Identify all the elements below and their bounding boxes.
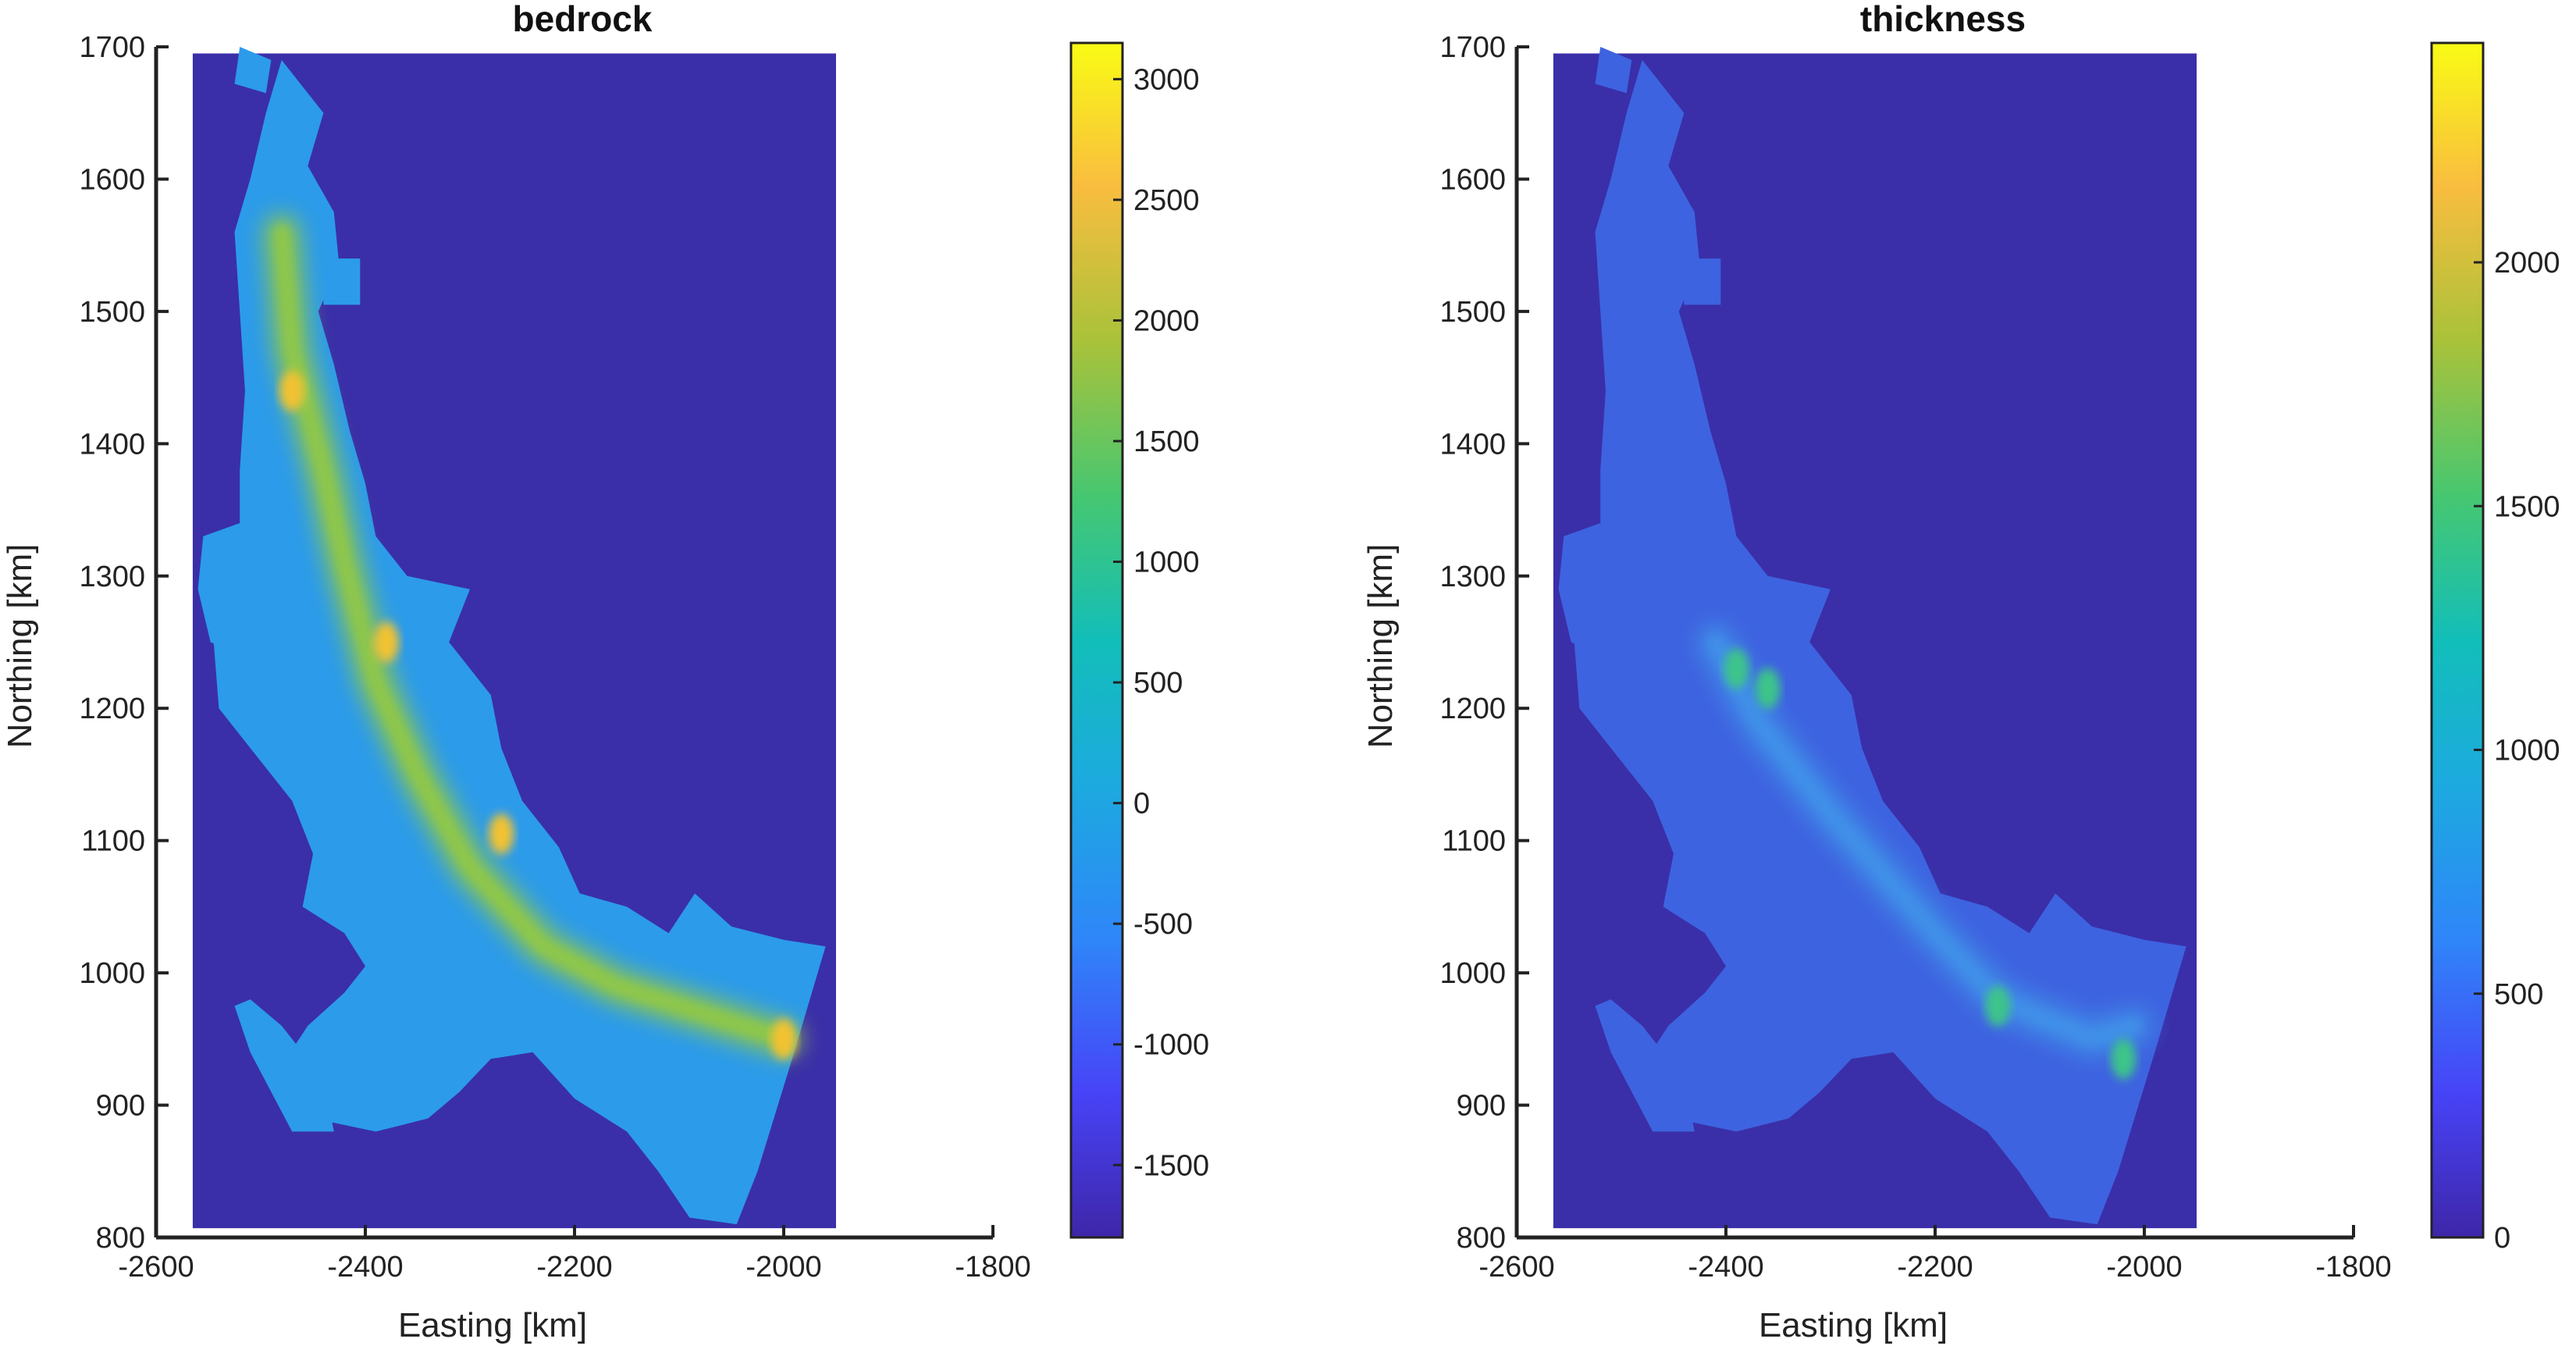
y-tick-label: 1600	[1439, 163, 1506, 196]
colorbar-gradient	[2430, 41, 2485, 1239]
colorbar-tick-label: 2000	[2494, 247, 2560, 280]
y-tick-label: 1100	[81, 825, 145, 858]
y-tick-label: 1000	[79, 957, 145, 990]
panel-title-thickness: thickness	[1860, 0, 2026, 39]
ylabel-bedrock: Northing [km]	[1, 544, 39, 749]
colorbar-tick-label: -500	[1133, 908, 1193, 941]
panel-bedrock: bedrock -2600 -2400 -2200 -2000 -1800 800 900 1…	[1, 0, 1209, 1344]
x-tick-label: -2600	[118, 1251, 194, 1284]
ridge-core	[1708, 635, 2141, 1046]
colorbar-gradient	[1069, 41, 1124, 1239]
y-tick-label: 1600	[79, 163, 145, 196]
peak-spot	[1724, 648, 1749, 689]
panel-title-bedrock: bedrock	[513, 0, 653, 39]
y-tick-label: 900	[96, 1090, 145, 1123]
island-region	[1684, 258, 1721, 305]
y-tick-label: 1300	[1439, 561, 1506, 593]
y-tick-label: 1200	[79, 693, 145, 725]
y-tick-label: 900	[1457, 1090, 1506, 1123]
x-tick-label: -2000	[745, 1251, 821, 1284]
peak-spot	[489, 814, 514, 855]
colorbar-tick-label: 1000	[1133, 547, 1200, 579]
colorbar-tick-label: -1500	[1133, 1149, 1209, 1182]
colorbar-tick-label: 2500	[1133, 184, 1200, 217]
heatmap-thickness	[1553, 47, 2197, 1229]
xlabel-bedrock: Easting [km]	[398, 1306, 587, 1344]
land-region	[1574, 59, 2186, 1225]
x-tick-label: -2200	[536, 1251, 612, 1284]
colorbar-thickness: 0 500 1000 1500 2000	[2430, 41, 2560, 1255]
x-tick-label: -1800	[2315, 1251, 2391, 1284]
island-region	[1558, 523, 1617, 656]
island-region	[234, 999, 334, 1132]
island-region	[234, 47, 272, 94]
panel-thickness: thickness -2600 -2400 -2200 -2000 -1800 800 90…	[1361, 0, 2560, 1344]
y-tick-label: 800	[1457, 1222, 1506, 1255]
peak-spot	[373, 621, 399, 663]
y-tick-label: 1400	[79, 428, 145, 461]
colorbar-tick-label: 2000	[1133, 304, 1200, 337]
y-tick-label: 1000	[1439, 957, 1506, 990]
ylabel-thickness: Northing [km]	[1361, 544, 1400, 749]
ridge-core	[274, 225, 791, 1046]
peak-spot	[1985, 985, 2011, 1027]
axes-thickness: -2600 -2400 -2200 -2000 -1800 800 900 1000 1100 1…	[1439, 31, 2391, 1284]
y-tick-label: 800	[96, 1222, 145, 1255]
colorbar-tick-label: 1500	[1133, 425, 1200, 458]
colorbar-tick-label: 0	[2494, 1222, 2510, 1255]
y-tick-label: 1200	[1439, 693, 1506, 725]
y-tick-label: 1400	[1439, 428, 1506, 461]
colorbar-tick-label: 3000	[1133, 63, 1200, 96]
peak-spot	[279, 370, 305, 411]
island-region	[1595, 999, 1695, 1132]
y-tick-label: 1300	[79, 561, 145, 593]
x-tick-label: -2000	[2106, 1251, 2182, 1284]
colorbar-bedrock: -1500 -1000 -500 0 500 1000 1500 2000 2500 3000	[1069, 41, 1209, 1239]
x-tick-label: -2600	[1478, 1251, 1554, 1284]
colorbar-tick-label: 1000	[2494, 735, 2560, 767]
y-tick-label: 1100	[1442, 825, 1506, 858]
land-region	[213, 59, 826, 1225]
colorbar-tick-label: -1000	[1133, 1029, 1209, 1062]
xlabel-thickness: Easting [km]	[1759, 1306, 1948, 1344]
x-tick-label: -2200	[1897, 1251, 1973, 1284]
x-tick-label: -1800	[955, 1251, 1030, 1284]
x-tick-label: -2400	[1688, 1251, 1763, 1284]
peak-spot	[771, 1018, 796, 1059]
peak-spot	[2111, 1038, 2137, 1080]
x-tick-label: -2400	[327, 1251, 403, 1284]
colorbar-tick-label: 500	[2494, 978, 2543, 1011]
y-tick-label: 1700	[1439, 31, 1506, 64]
y-tick-label: 1500	[79, 296, 145, 329]
y-tick-label: 1700	[79, 31, 145, 64]
colorbar-tick-label: 1500	[2494, 490, 2560, 523]
y-tick-label: 1500	[1439, 296, 1506, 329]
island-region	[1595, 47, 1632, 94]
heatmap-bedrock	[192, 47, 836, 1229]
peak-spot	[1755, 668, 1781, 709]
colorbar-tick-label: 0	[1133, 788, 1150, 821]
island-region	[323, 258, 361, 305]
colorbar-tick-label: 500	[1133, 667, 1183, 700]
axes-bedrock: -2600 -2400 -2200 -2000 -1800 800 900 1000 1100 1…	[79, 31, 1030, 1284]
island-region	[197, 523, 256, 656]
